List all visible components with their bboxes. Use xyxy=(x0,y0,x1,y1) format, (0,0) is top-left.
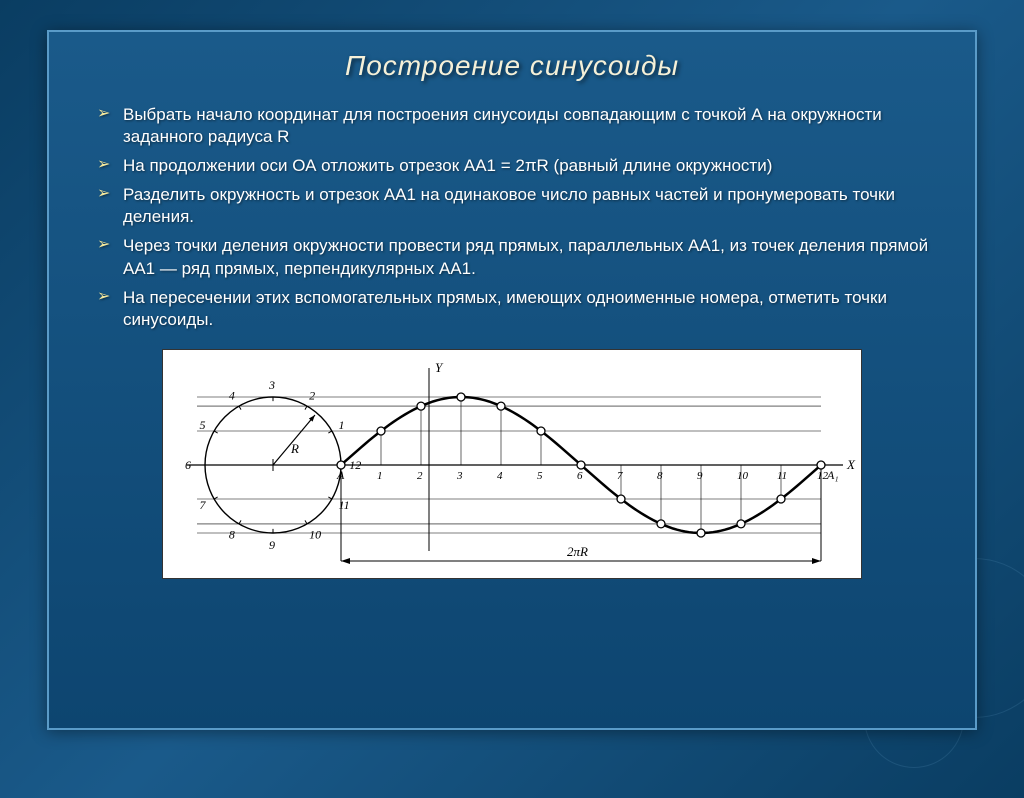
svg-text:7: 7 xyxy=(200,498,207,512)
svg-text:2πR: 2πR xyxy=(567,544,588,559)
svg-text:9: 9 xyxy=(697,470,703,482)
bullet-item: На продолжении оси ОА отложить отрезок А… xyxy=(97,155,939,177)
svg-text:1: 1 xyxy=(338,418,344,432)
svg-text:11: 11 xyxy=(338,498,349,512)
bullet-item: Разделить окружность и отрезок АА1 на од… xyxy=(97,184,939,228)
svg-text:10: 10 xyxy=(309,527,321,541)
svg-text:9: 9 xyxy=(269,538,275,552)
sinusoid-diagram: YX123456789101112R123456789101112AA₁2πR xyxy=(162,349,862,579)
svg-text:A₁: A₁ xyxy=(826,468,839,482)
svg-text:4: 4 xyxy=(229,388,235,402)
svg-text:3: 3 xyxy=(456,470,463,482)
svg-text:8: 8 xyxy=(229,527,235,541)
svg-text:1: 1 xyxy=(377,470,383,482)
bullet-item: Выбрать начало координат для построения … xyxy=(97,104,939,148)
bullet-item: Через точки деления окружности провести … xyxy=(97,235,939,279)
svg-text:X: X xyxy=(846,457,856,472)
bullet-item: На пересечении этих вспомогательных прям… xyxy=(97,287,939,331)
svg-text:7: 7 xyxy=(617,470,623,482)
slide-container: Построение синусоиды Выбрать начало коор… xyxy=(47,30,977,730)
svg-text:R: R xyxy=(290,441,299,456)
svg-text:A: A xyxy=(336,468,345,482)
svg-text:4: 4 xyxy=(497,470,503,482)
svg-text:5: 5 xyxy=(200,418,206,432)
svg-text:12: 12 xyxy=(349,458,361,472)
svg-text:6: 6 xyxy=(577,470,583,482)
svg-text:2: 2 xyxy=(309,388,315,402)
svg-text:5: 5 xyxy=(537,470,543,482)
svg-text:2: 2 xyxy=(417,470,423,482)
svg-text:8: 8 xyxy=(657,470,663,482)
bullet-list: Выбрать начало координат для построения … xyxy=(85,104,939,331)
svg-text:10: 10 xyxy=(737,470,749,482)
svg-text:Y: Y xyxy=(435,360,444,375)
svg-text:3: 3 xyxy=(268,378,275,392)
svg-text:11: 11 xyxy=(777,470,787,482)
svg-text:6: 6 xyxy=(185,458,191,472)
slide-title: Построение синусоиды xyxy=(85,50,939,82)
